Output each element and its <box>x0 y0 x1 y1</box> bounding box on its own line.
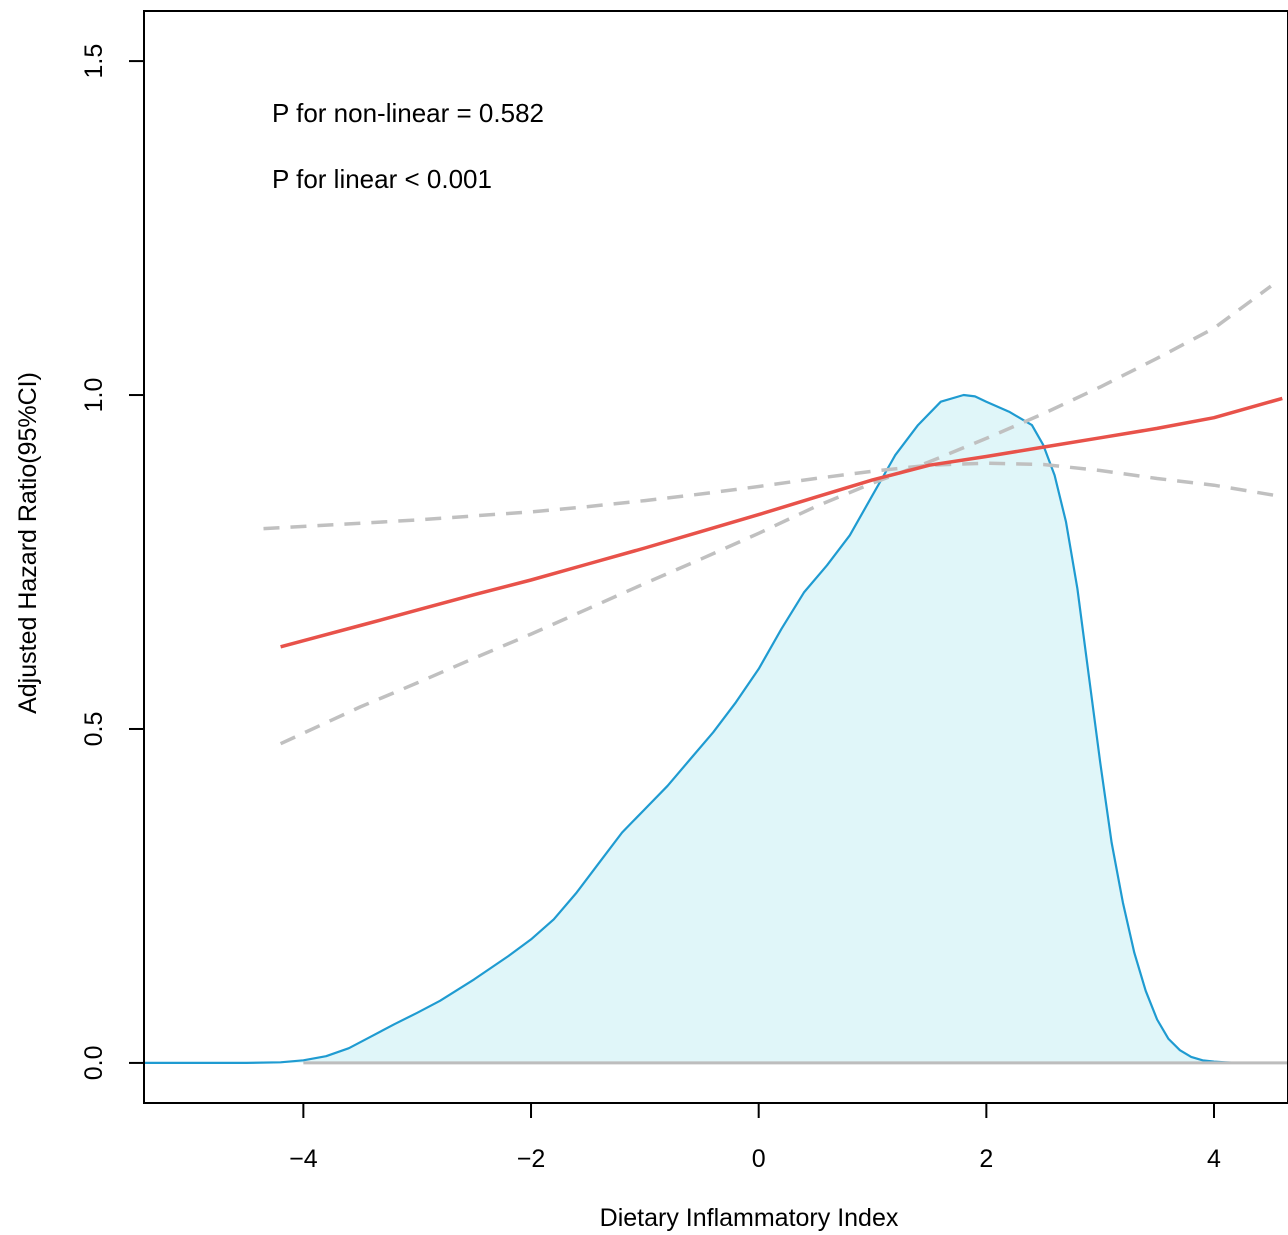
lines-layer <box>263 284 1283 746</box>
x-axis-title: Dietary Inflammatory Index <box>600 1204 899 1232</box>
x-tick-label: 0 <box>752 1145 766 1173</box>
lower-95ci-line <box>279 284 1272 746</box>
axes-layer: −4 −2 0 2 4 0.0 0.5 1.0 1.5 <box>80 44 1221 1173</box>
p-nonlinear-annotation: P for non-linear = 0.582 <box>272 98 544 128</box>
upper-95ci-line <box>263 461 1283 531</box>
y-tick-label: 0.0 <box>80 1046 108 1081</box>
hazard-ratio-line <box>280 396 1283 649</box>
p-linear-annotation: P for linear < 0.001 <box>272 164 492 194</box>
y-tick-label: 1.0 <box>80 378 108 413</box>
x-tick-label: −2 <box>517 1145 546 1173</box>
x-tick-label: 2 <box>979 1145 993 1173</box>
x-tick-label: −4 <box>289 1145 318 1173</box>
y-tick-label: 0.5 <box>80 712 108 747</box>
x-tick-label: 4 <box>1207 1145 1221 1173</box>
y-tick-label: 1.5 <box>80 44 108 79</box>
y-axis-title: Adjusted Hazard Ratio(95%CI) <box>14 372 42 714</box>
